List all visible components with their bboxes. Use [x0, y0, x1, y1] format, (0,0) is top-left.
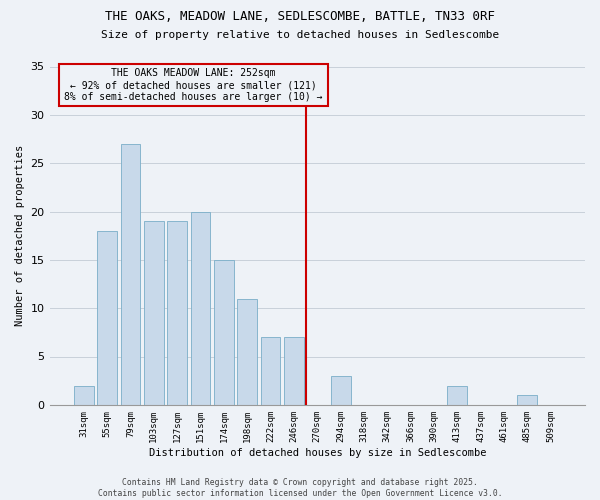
X-axis label: Distribution of detached houses by size in Sedlescombe: Distribution of detached houses by size … [149, 448, 486, 458]
Bar [97, 231, 117, 405]
Bar [74, 386, 94, 405]
Text: Contains HM Land Registry data © Crown copyright and database right 2025.
Contai: Contains HM Land Registry data © Crown c… [98, 478, 502, 498]
Bar [214, 260, 234, 405]
Bar [191, 212, 211, 405]
Y-axis label: Number of detached properties: Number of detached properties [15, 145, 25, 326]
Text: THE OAKS MEADOW LANE: 252sqm
← 92% of detached houses are smaller (121)
8% of se: THE OAKS MEADOW LANE: 252sqm ← 92% of de… [64, 68, 323, 102]
Bar [284, 337, 304, 405]
Bar [260, 337, 280, 405]
Text: Size of property relative to detached houses in Sedlescombe: Size of property relative to detached ho… [101, 30, 499, 40]
Bar [167, 221, 187, 405]
Bar [331, 376, 350, 405]
Bar [448, 386, 467, 405]
Bar [121, 144, 140, 405]
Text: THE OAKS, MEADOW LANE, SEDLESCOMBE, BATTLE, TN33 0RF: THE OAKS, MEADOW LANE, SEDLESCOMBE, BATT… [105, 10, 495, 23]
Bar [144, 221, 164, 405]
Bar [238, 298, 257, 405]
Bar [517, 395, 538, 405]
